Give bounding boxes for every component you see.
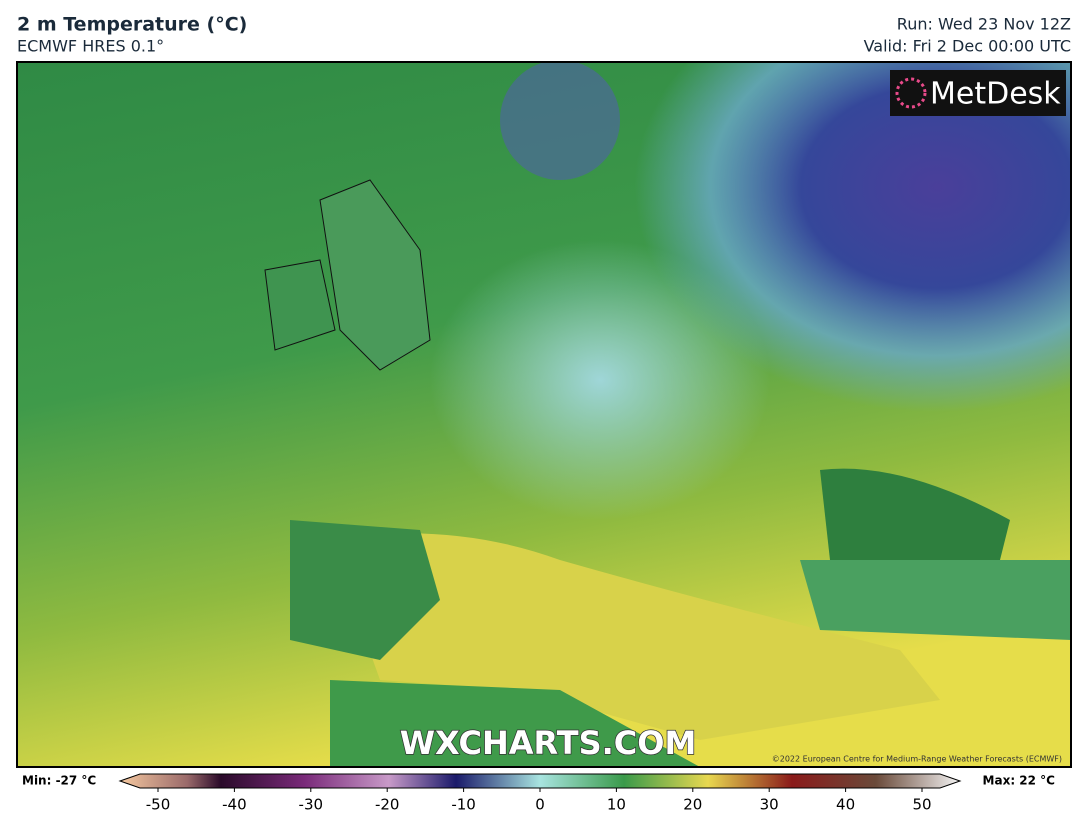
north-africa <box>330 680 700 767</box>
subtitle: ECMWF HRES 0.1° <box>17 37 164 56</box>
copyright: ©2022 European Centre for Medium-Range W… <box>772 755 1062 764</box>
map: MetDesk WXCHARTS.COM ©2022 European Cent… <box>17 62 1071 767</box>
colorbar: -50 -40 -30 -20 -10 0 10 20 30 40 50 <box>118 773 962 814</box>
mediterranean <box>330 533 940 740</box>
colorbar-tick-label: 20 <box>683 796 702 814</box>
colorbar-scale <box>118 773 962 789</box>
colorbar-tick-label: 30 <box>760 796 779 814</box>
ireland <box>264 259 336 351</box>
britain <box>319 179 431 371</box>
colorbar-tick-label: -20 <box>375 796 400 814</box>
title: 2 m Temperature (°C) <box>17 14 247 36</box>
logo: MetDesk <box>930 77 1061 112</box>
scandinavia <box>500 62 620 180</box>
colorbar-tick-label: -10 <box>451 796 476 814</box>
map-frame <box>16 61 1072 768</box>
anatolia <box>800 560 1071 640</box>
colorbar-tick-label: 50 <box>912 796 931 814</box>
colorbar-tick-label: -40 <box>222 796 247 814</box>
watermark: WXCHARTS.COM <box>400 724 697 762</box>
run-time: Run: Wed 23 Nov 12Z <box>897 15 1071 34</box>
max-label: Max: 22 °C <box>983 774 1056 788</box>
colorbar-tick-label: 0 <box>535 796 545 814</box>
valid-time: Valid: Fri 2 Dec 00:00 UTC <box>864 37 1071 56</box>
logo-box <box>890 70 1066 116</box>
colorbar-tick-label: 10 <box>607 796 626 814</box>
cold-region <box>400 62 1071 562</box>
logo-mark <box>895 77 927 109</box>
min-label: Min: -27 °C <box>22 774 96 788</box>
colorbar-tick-label: 40 <box>836 796 855 814</box>
colorbar-tick-label: -50 <box>146 796 171 814</box>
colorbar-tick-label: -30 <box>299 796 324 814</box>
